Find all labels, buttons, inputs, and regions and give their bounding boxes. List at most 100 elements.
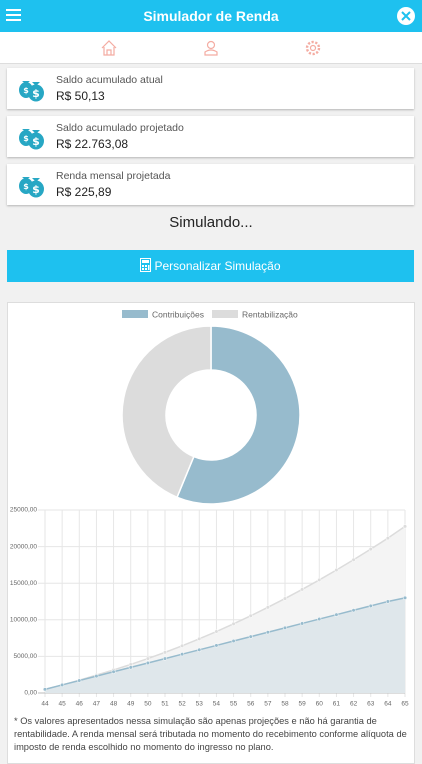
data-point: [231, 638, 236, 644]
series-area: [45, 597, 405, 693]
customize-button[interactable]: Personalizar Simulação: [7, 250, 414, 282]
data-point: [368, 547, 373, 552]
data-point: [180, 643, 185, 648]
x-tick-label: 64: [384, 701, 392, 708]
x-tick-label: 47: [93, 701, 101, 708]
card-label: Saldo acumulado projetado: [56, 122, 184, 134]
data-point: [197, 647, 202, 652]
data-point: [385, 599, 390, 604]
x-tick-label: 52: [179, 701, 187, 708]
data-point: [300, 587, 305, 592]
x-tick-label: 49: [127, 701, 135, 708]
disclaimer: * Os valores apresentados nessa simulaçã…: [14, 716, 407, 752]
data-point: [197, 636, 202, 641]
data-point: [214, 643, 219, 648]
data-point: [162, 650, 168, 655]
data-point: [162, 656, 168, 661]
data-point: [282, 625, 288, 630]
series-line: [44, 525, 406, 691]
x-tick-label: 55: [230, 701, 238, 708]
status-text: Simulando...: [169, 214, 253, 231]
data-point: [402, 595, 408, 600]
data-point: [402, 524, 408, 529]
page-title: Simulador de Renda: [143, 8, 279, 24]
svg-text:$: $: [23, 182, 29, 191]
data-point: [351, 608, 356, 613]
charts: Contribuições Rentabilização 44 45 46 47 48 49 5…: [10, 309, 409, 708]
data-point: [42, 687, 48, 692]
home-tab[interactable]: [100, 39, 118, 57]
data-point: [180, 652, 185, 657]
x-tick-label: 61: [333, 701, 341, 708]
legend-label: Contribuições: [152, 309, 204, 319]
data-point: [265, 605, 270, 610]
data-point: [128, 665, 133, 670]
data-point: [145, 660, 150, 666]
x-tick-label: 54: [213, 701, 221, 708]
info-card: $ $ Saldo acumulado projetado R$ 22.763,08: [7, 116, 414, 157]
y-tick-label: 10000,00: [10, 617, 37, 624]
card-label: Renda mensal projetada: [56, 170, 171, 182]
menu-button[interactable]: [6, 9, 22, 23]
svg-text:$: $: [32, 87, 40, 100]
x-tick-label: 62: [350, 701, 358, 708]
data-point: [111, 669, 116, 674]
data-point: [265, 630, 270, 635]
card-label: Saldo acumulado atual: [56, 74, 163, 86]
x-tick-label: 59: [299, 701, 307, 708]
data-point: [60, 682, 65, 687]
x-tick-label: 45: [59, 701, 67, 708]
money-icon: $$: [19, 129, 44, 150]
money-icon: $$: [19, 81, 44, 102]
y-tick-label: 15000,00: [10, 580, 37, 587]
info-card: $ $ Saldo acumulado atual R$ 50,13: [7, 68, 414, 109]
x-tick-label: 46: [76, 701, 84, 708]
doughnut-segment: [176, 325, 301, 505]
data-point: [317, 617, 322, 622]
top-bar: Simulador de Renda: [0, 0, 422, 32]
button-label: Personalizar Simulação: [154, 259, 281, 273]
data-point: [214, 629, 219, 634]
x-tick-label: 57: [264, 701, 272, 708]
x-tick-label: 60: [316, 701, 324, 708]
doughnut-segment: [121, 325, 212, 499]
data-point: [317, 577, 322, 582]
info-card: $ $ Renda mensal projetada R$ 225,89: [7, 164, 414, 205]
card-value: R$ 225,89: [56, 185, 112, 199]
legend-swatch: [212, 310, 238, 318]
data-point: [368, 603, 373, 608]
close-button[interactable]: [396, 6, 416, 26]
data-point: [334, 567, 339, 573]
data-point: [334, 612, 339, 617]
legend-swatch: [122, 310, 148, 318]
x-tick-label: 50: [144, 701, 152, 708]
data-point: [94, 674, 99, 679]
svg-text:$: $: [32, 135, 40, 148]
card-value: R$ 22.763,08: [56, 137, 129, 151]
data-point: [231, 621, 236, 626]
svg-text:$: $: [32, 183, 40, 196]
svg-text:$: $: [23, 134, 29, 143]
profile-tab[interactable]: [202, 39, 220, 57]
data-point: [248, 634, 253, 639]
settings-tab[interactable]: [304, 39, 322, 57]
x-tick-label: 44: [41, 701, 49, 708]
svg-text:$: $: [23, 86, 29, 95]
data-point: [77, 678, 82, 683]
series-line: [44, 597, 406, 691]
money-icon: $$: [19, 177, 44, 198]
calculator-icon: [140, 258, 152, 272]
y-tick-label: 5000,00: [14, 653, 38, 660]
data-point: [282, 596, 288, 601]
tab-bar: [0, 32, 422, 64]
y-tick-label: 20000,00: [10, 543, 37, 550]
x-tick-label: 56: [247, 701, 255, 708]
data-point: [351, 557, 356, 562]
x-tick-label: 65: [401, 701, 409, 708]
legend-label: Rentabilização: [242, 309, 298, 319]
data-point: [145, 656, 150, 661]
data-point: [385, 536, 390, 541]
data-point: [248, 613, 253, 618]
y-tick-label: 0,00: [24, 690, 37, 697]
